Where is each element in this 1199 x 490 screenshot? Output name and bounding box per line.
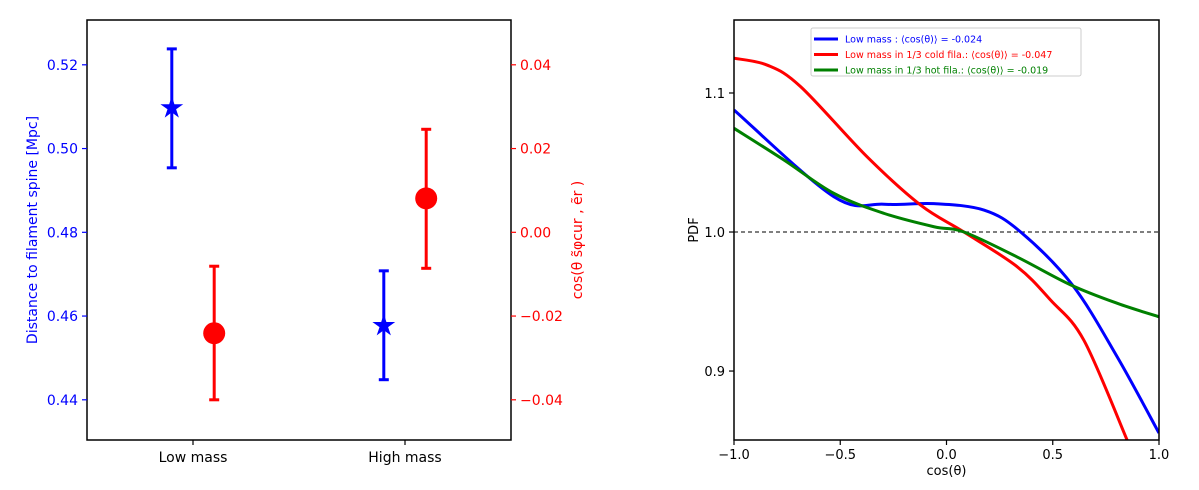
left-y-tick-label: 0.48 [47,225,78,241]
left-y-tick-label: 0.46 [47,309,78,325]
right-y-tick-label: −0.04 [520,393,563,409]
legend-box [810,27,1082,77]
right-y-tick-label: 0.00 [520,225,551,241]
y-tick-label: 0.9 [704,365,725,380]
legend: Low mass : ⟨cos(θ)⟩ = -0.024 Low mass in … [810,27,1082,77]
data-point-circle [203,322,226,345]
left-y-axis-label: Distance to filament spine [Mpc] [25,116,41,344]
x-tick-label: High mass [368,450,441,466]
left-y-tick-label: 0.50 [47,142,78,158]
data-point-star [372,313,396,336]
x-tick-label: Low mass [159,450,228,466]
x-tick-label: 0.5 [1042,448,1063,463]
series-line-2 [734,127,1159,319]
right-chart: −1.0 −0.5 0.0 0.5 1.0 0.9 1.0 1.1 cos(θ) PDF Low m… [687,19,1170,479]
series-line-1 [734,56,1129,440]
series-line-0 [734,108,1159,434]
right-y-tick-label: −0.02 [520,309,563,325]
y-axis-label: PDF [687,217,702,242]
left-y-tick-label: 0.52 [47,58,78,74]
x-tick-label: 1.0 [1149,448,1170,463]
legend-entry: Low mass : ⟨cos(θ)⟩ = -0.024 [845,35,982,46]
left-chart: 0.44 0.46 0.48 0.50 0.52 −0.04 −0.02 0.00 0.02 0.… [25,19,586,466]
right-y-axis-label: cos(θ s̃φcur , ẽr ) [570,181,586,300]
legend-entry: Low mass in 1/3 hot fila.: ⟨cos(θ)⟩ = -0… [845,66,1048,77]
y-tick-label: 1.1 [704,87,725,102]
x-tick-label: −1.0 [718,448,750,463]
left-y-tick-label: 0.44 [47,393,78,409]
data-point-star [160,95,184,118]
right-y-tick-label: 0.04 [520,58,551,74]
y-tick-label: 1.0 [704,226,725,241]
right-y-tick-label: 0.02 [520,142,551,158]
x-tick-label: −0.5 [824,448,856,463]
data-point-circle [415,187,438,210]
x-tick-label: 0.0 [936,448,957,463]
plot-frame [86,19,512,441]
x-axis-label: cos(θ) [927,464,967,479]
legend-entry: Low mass in 1/3 cold fila.: ⟨cos(θ)⟩ = -… [845,50,1052,61]
